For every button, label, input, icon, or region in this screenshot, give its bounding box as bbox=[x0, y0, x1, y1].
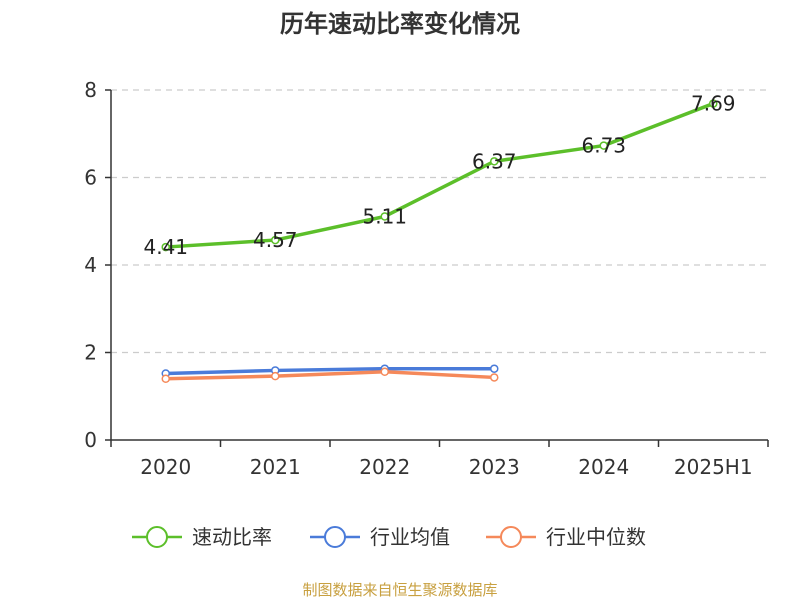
data-point bbox=[380, 367, 389, 376]
data-label: 4.41 bbox=[143, 235, 188, 259]
legend[interactable]: 速动比率 行业均值 行业中位数 bbox=[132, 525, 646, 549]
data-point bbox=[490, 373, 499, 382]
y-tick-label: 8 bbox=[84, 78, 97, 102]
x-tick-label: 2020 bbox=[140, 455, 191, 479]
data-label: 6.73 bbox=[581, 134, 626, 158]
data-point bbox=[599, 141, 608, 150]
data-point bbox=[271, 371, 280, 381]
chart-title: 历年速动比率变化情况 bbox=[280, 10, 520, 38]
source-note: 制图数据来自恒生聚源数据库 bbox=[302, 581, 497, 599]
legend-marker-icon bbox=[500, 526, 522, 548]
x-tick-label: 2025H1 bbox=[674, 455, 753, 479]
data-label: 6.37 bbox=[472, 149, 517, 173]
legend-marker-icon bbox=[146, 526, 168, 548]
series-line bbox=[165, 370, 495, 381]
series-0 bbox=[161, 99, 718, 252]
series-line bbox=[165, 101, 714, 249]
data-point bbox=[490, 364, 499, 373]
data-point bbox=[380, 212, 389, 221]
legend-label: 行业中位数 bbox=[546, 525, 646, 549]
grid-lines bbox=[111, 89, 768, 354]
legend-item-0[interactable]: 速动比率 bbox=[132, 525, 272, 549]
legend-item-2[interactable]: 行业中位数 bbox=[486, 525, 646, 549]
data-point bbox=[709, 99, 718, 108]
legend-marker-icon bbox=[324, 526, 346, 548]
legend-label: 速动比率 bbox=[192, 525, 272, 549]
y-tick-label: 4 bbox=[84, 253, 97, 277]
data-label: 5.11 bbox=[362, 204, 407, 228]
y-tick-label: 2 bbox=[84, 341, 97, 365]
data-point bbox=[161, 374, 170, 383]
x-tick-label: 2022 bbox=[359, 455, 410, 479]
axes: 0 2 4 6 8 2020 2021 2022 2023 2024 2025H1 bbox=[84, 78, 769, 479]
data-point bbox=[161, 242, 170, 252]
series-group bbox=[161, 99, 718, 383]
y-tick-label: 0 bbox=[84, 428, 97, 452]
data-label: 7.69 bbox=[691, 92, 736, 116]
data-labels: 4.41 4.57 5.11 6.37 6.73 7.69 bbox=[143, 92, 735, 260]
x-tick-label: 2024 bbox=[578, 455, 629, 479]
series-line bbox=[165, 366, 495, 376]
series-2 bbox=[161, 367, 499, 383]
legend-label: 行业均值 bbox=[370, 525, 450, 549]
data-point bbox=[490, 157, 499, 166]
data-point bbox=[271, 235, 280, 245]
x-tick-label: 2023 bbox=[469, 455, 520, 479]
x-tick-label: 2021 bbox=[250, 455, 301, 479]
legend-item-1[interactable]: 行业均值 bbox=[310, 525, 450, 549]
y-tick-label: 6 bbox=[84, 166, 97, 190]
data-label: 4.57 bbox=[253, 228, 298, 252]
